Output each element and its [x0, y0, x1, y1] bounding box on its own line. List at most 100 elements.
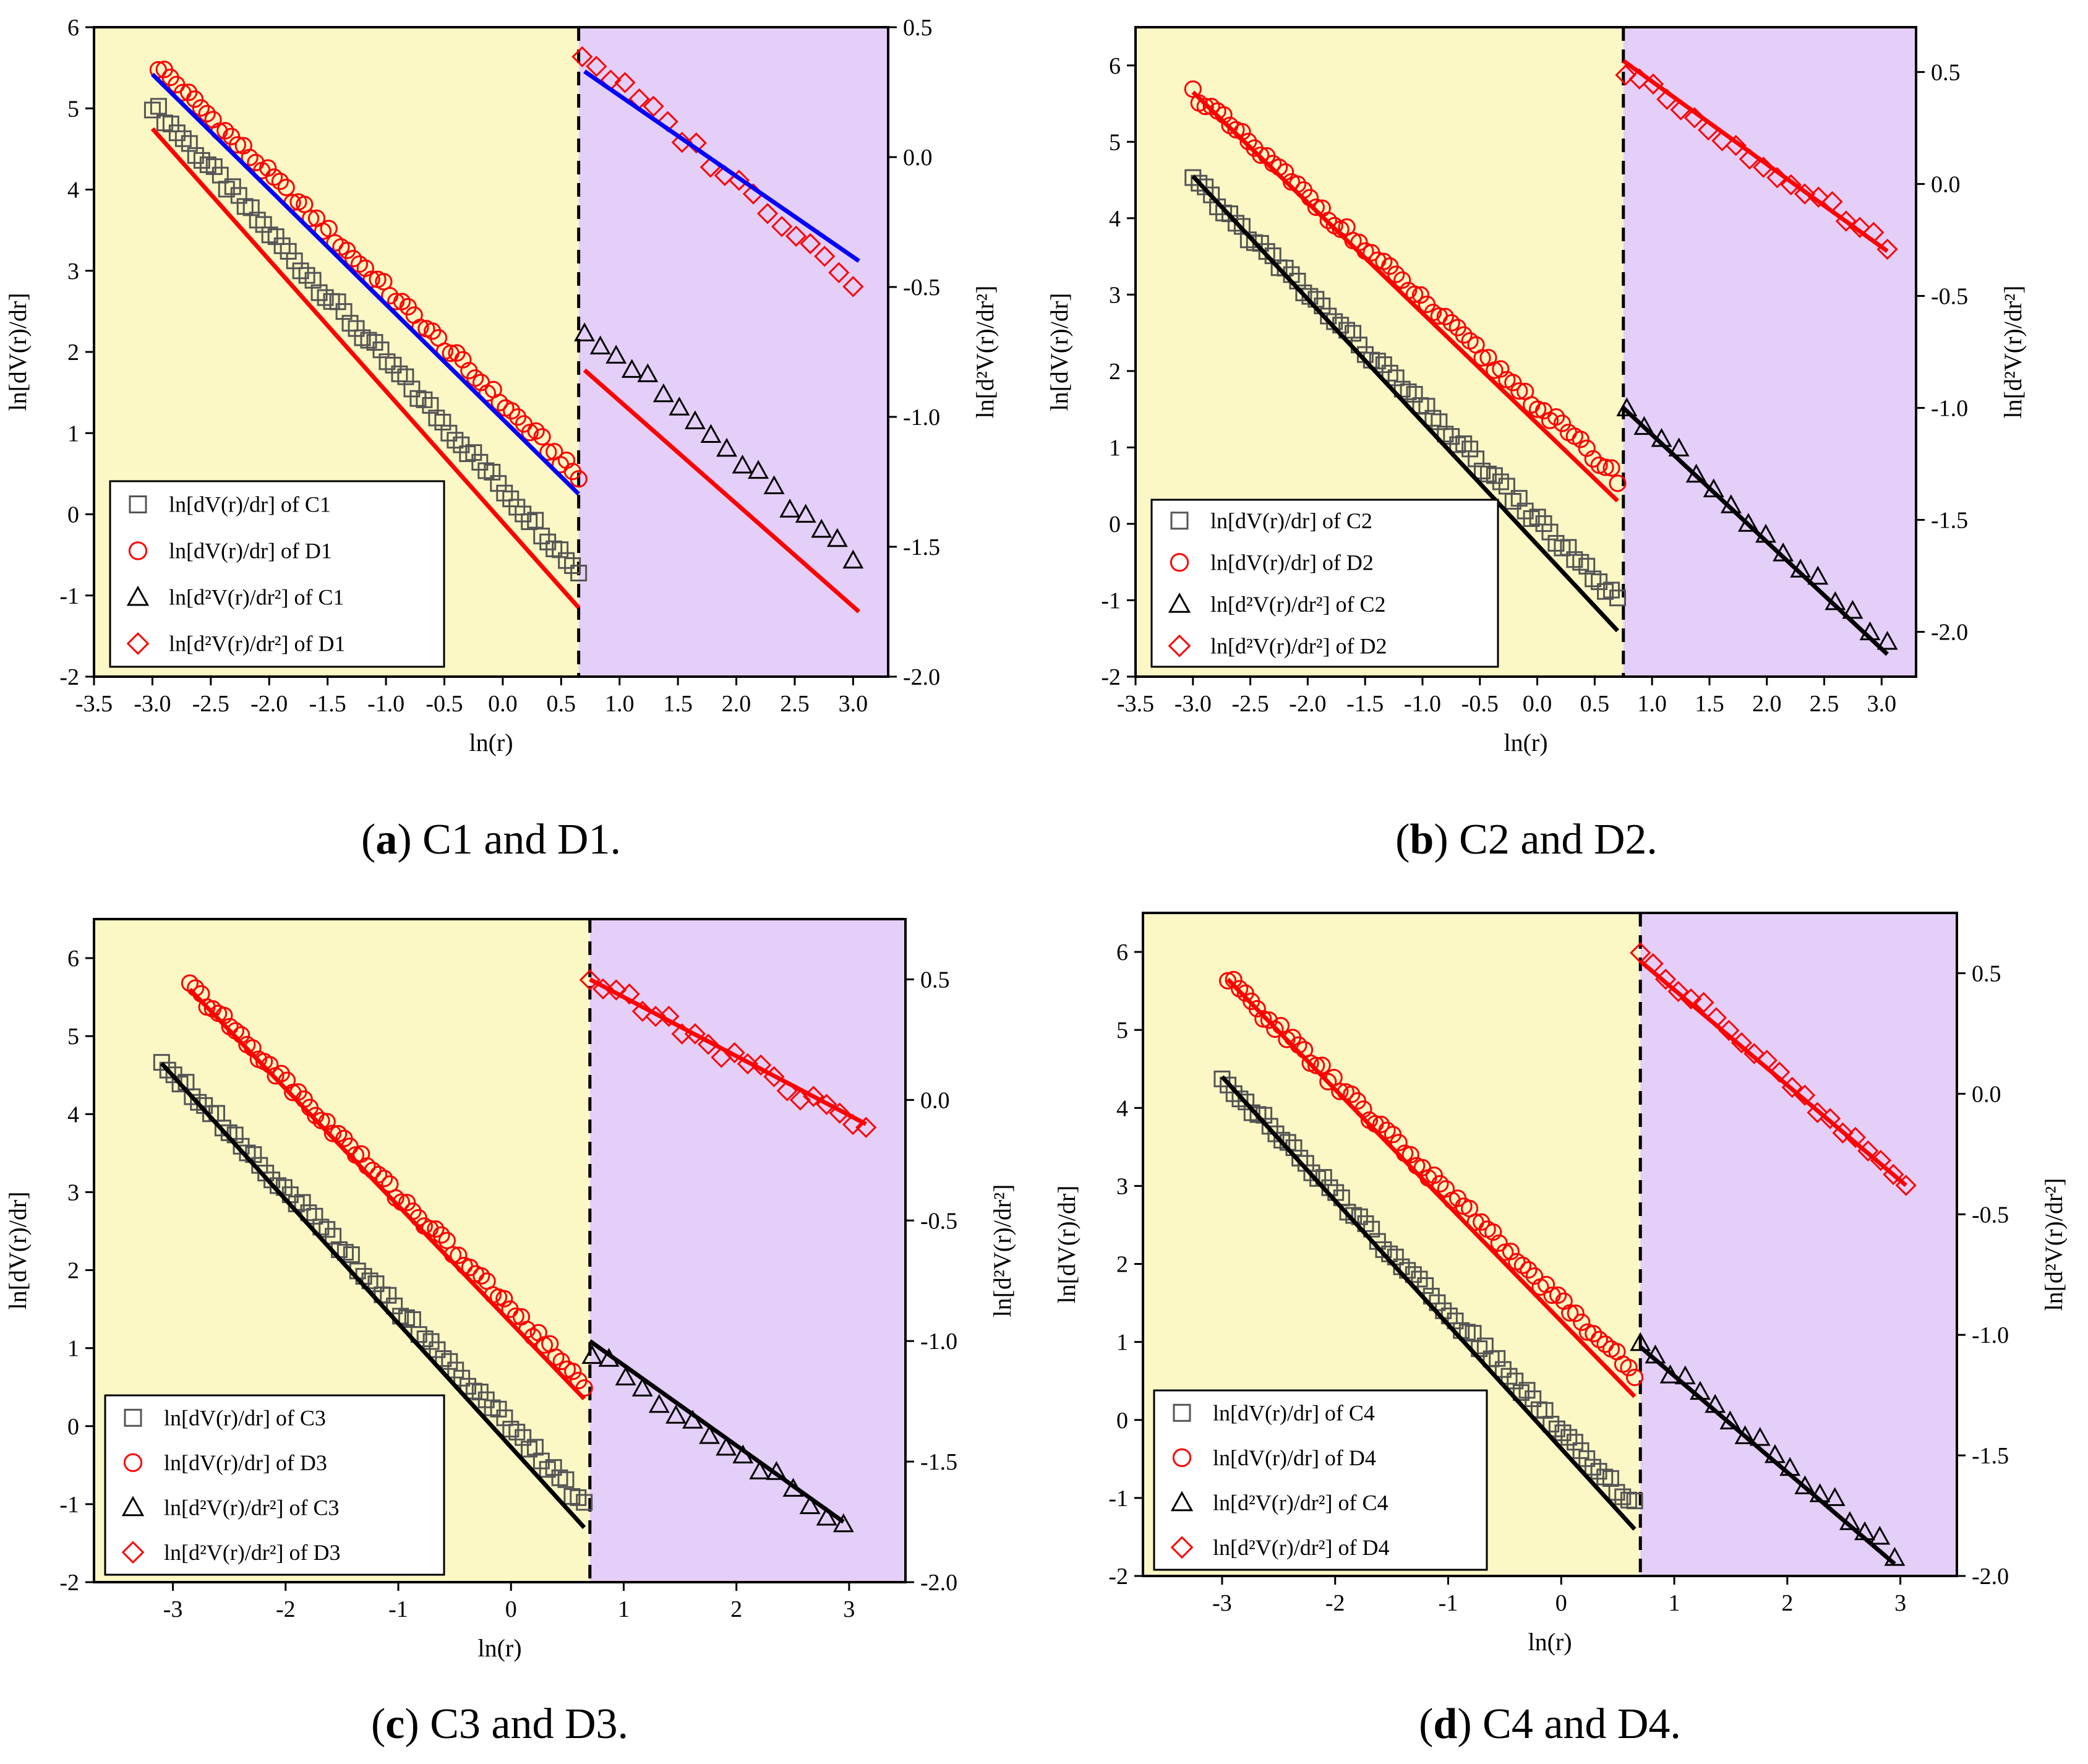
x-tick-label: 0	[1555, 1590, 1567, 1616]
data-point	[652, 383, 674, 403]
data-point	[1523, 510, 1540, 527]
legend: ln[dV(r)/dr] of C4 ln[dV(r)/dr] of D4 ln[d…	[1153, 1389, 1488, 1571]
y-left-tick-label: 0	[1116, 1408, 1128, 1434]
data-point	[1381, 364, 1398, 382]
y-left-tick-label: 6	[1116, 940, 1128, 965]
x-tick-label: -3	[1212, 1590, 1232, 1616]
data-point	[1411, 286, 1430, 304]
data-point	[563, 1488, 581, 1505]
data-point	[1553, 414, 1572, 432]
data-point	[1267, 1125, 1285, 1142]
data-point	[1191, 174, 1208, 192]
caption-text: C4 and D4.	[1472, 1700, 1681, 1748]
legend-box	[1153, 1389, 1488, 1571]
data-point	[320, 220, 338, 238]
data-point	[539, 443, 557, 461]
data-point	[429, 1341, 446, 1358]
data-point	[1808, 186, 1829, 208]
y-left-axis-title: ln[dV(r)/dr]	[1045, 293, 1073, 411]
data-point	[828, 262, 850, 283]
data-point	[271, 173, 289, 191]
data-point	[304, 272, 322, 289]
data-point	[763, 475, 785, 494]
y-right-tick-label: -1.5	[920, 1449, 957, 1475]
data-point	[432, 1226, 450, 1244]
data-point	[1390, 1134, 1408, 1152]
data-point	[637, 363, 659, 382]
data-point	[1537, 1275, 1555, 1293]
data-point	[855, 1116, 877, 1138]
x-tick-label: 1.0	[605, 691, 635, 717]
data-point	[605, 979, 627, 1001]
y-left-axis-title: ln[dV(r)/dr]	[4, 293, 32, 411]
data-point	[277, 178, 295, 197]
y-right-tick-label: -2.0	[1931, 620, 1968, 646]
x-tick-label: -0.5	[1461, 691, 1499, 717]
data-point	[1625, 1368, 1644, 1387]
data-point	[527, 512, 544, 529]
x-tick-label: -3.5	[75, 691, 113, 717]
data-point	[533, 428, 551, 446]
legend-label: ln[dV(r)/dr] of D2	[1210, 550, 1374, 575]
legend-marker-square	[129, 495, 147, 513]
data-point	[557, 1471, 575, 1488]
x-axis-title: ln(r)	[477, 1634, 521, 1662]
legend-label: ln[d²V(r)/dr²] of C3	[164, 1495, 340, 1520]
y-left-tick-label: 5	[1116, 1017, 1128, 1043]
data-point	[292, 262, 309, 280]
x-tick-label: -0.5	[426, 691, 463, 717]
data-point	[298, 267, 315, 284]
data-point	[1489, 1350, 1506, 1367]
data-point	[255, 216, 272, 233]
data-point	[372, 341, 390, 359]
data-point	[1626, 1492, 1643, 1510]
caption-paren-close: )	[1457, 1700, 1471, 1748]
data-point	[434, 413, 451, 430]
data-point	[648, 1394, 670, 1413]
data-point	[1749, 1427, 1771, 1446]
legend-marker-diamond	[126, 632, 150, 655]
data-point	[1630, 1332, 1651, 1351]
data-point	[162, 115, 179, 132]
data-point	[829, 1102, 850, 1124]
data-point	[1387, 369, 1405, 387]
y-left-tick-label: -1	[59, 1492, 79, 1518]
x-tick-label: -1.0	[367, 691, 404, 717]
data-point	[336, 1244, 354, 1261]
data-point	[671, 132, 693, 153]
y-left-tick-label: 1	[1109, 435, 1121, 461]
data-point	[1468, 450, 1485, 468]
data-point	[684, 410, 706, 429]
data-point	[502, 1421, 520, 1438]
legend-marker-triangle	[126, 585, 150, 606]
x-tick-label: 1	[1669, 1590, 1680, 1616]
data-point	[205, 158, 223, 175]
data-point	[571, 46, 593, 67]
y-left-tick-label: 1	[67, 1336, 79, 1362]
data-point	[1602, 459, 1620, 477]
data-point	[521, 424, 539, 442]
data-point	[1252, 146, 1270, 165]
legend-marker-circle	[123, 1453, 143, 1472]
y-left-tick-label: 5	[67, 1024, 79, 1050]
y-left-tick-label: 1	[1116, 1330, 1128, 1356]
data-point	[1436, 307, 1454, 325]
y-left-tick-label: 2	[67, 340, 79, 366]
data-point	[186, 90, 204, 108]
data-point	[1560, 539, 1577, 556]
data-point	[1476, 1337, 1494, 1355]
data-point	[228, 136, 247, 154]
x-tick-label: 1	[618, 1596, 630, 1622]
data-point	[1566, 1434, 1583, 1451]
data-point	[1455, 435, 1473, 452]
data-point	[1807, 565, 1829, 585]
data-point	[1400, 383, 1417, 400]
data-point	[1458, 1324, 1476, 1341]
y-right-axis-title: ln[d²V(r)/dr²]	[988, 1184, 1016, 1317]
data-point	[168, 124, 186, 142]
data-point	[1227, 215, 1244, 232]
data-point	[1393, 271, 1411, 289]
data-point	[192, 99, 210, 117]
data-point	[1572, 430, 1590, 448]
data-point	[198, 105, 216, 122]
